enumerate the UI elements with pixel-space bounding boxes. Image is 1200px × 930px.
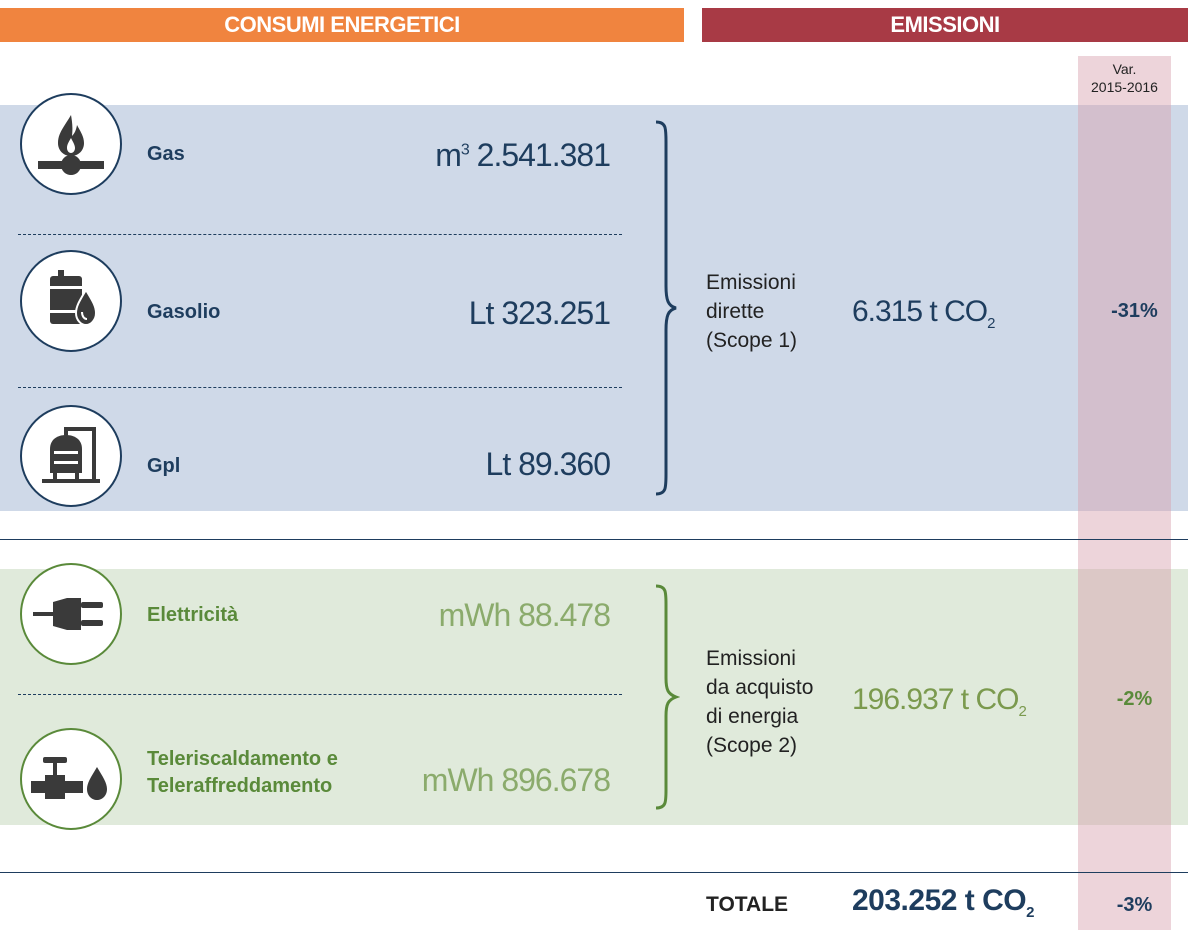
scope2-emission-label-line: Emissioni xyxy=(706,647,796,670)
gpl-value: Lt 89.360 xyxy=(485,446,611,482)
total-label: TOTALE xyxy=(706,893,789,916)
teleriscaldamento-label: Teleriscaldamento e Teleraffreddamento xyxy=(147,746,338,800)
scope2-brace xyxy=(655,584,680,810)
gasolio-label: Gasolio xyxy=(147,301,221,323)
gas-value: m3 2.541.381 xyxy=(435,137,611,173)
scope2-emission-label-line: (Scope 2) xyxy=(706,734,798,757)
consumi-header: CONSUMI ENERGETICI xyxy=(0,8,684,42)
variation-header-line1: Var. xyxy=(1112,61,1137,77)
gpl-label: Gpl xyxy=(147,455,181,477)
gas-label: Gas xyxy=(147,143,185,165)
total-value: 203.252 t CO2 xyxy=(852,884,1034,921)
dashed-divider xyxy=(18,387,622,388)
scope1-band xyxy=(0,105,1188,511)
emissioni-header: EMISSIONI xyxy=(702,8,1188,42)
teleriscaldamento-label-line: Teleriscaldamento e xyxy=(147,748,338,770)
electric-plug-icon xyxy=(20,563,122,665)
variation-header: Var. 2015-2016 xyxy=(1078,60,1171,96)
lpg-tank-icon xyxy=(20,405,122,507)
gas-flame-pipe-icon xyxy=(20,93,122,195)
teleriscaldamento-label-line: Teleraffreddamento xyxy=(147,775,333,797)
dashed-divider xyxy=(18,234,622,235)
gasolio-value: Lt 323.251 xyxy=(468,295,611,331)
dashed-divider xyxy=(18,694,622,695)
scope1-emission-label-line: dirette xyxy=(706,300,765,323)
total-variation: -3% xyxy=(1116,894,1153,916)
scope2-emission-label-line: di energia xyxy=(706,705,799,728)
valve-pipe-drop-icon xyxy=(20,728,122,830)
separator-line xyxy=(0,872,1188,873)
scope1-emission-label-line: Emissioni xyxy=(706,271,796,294)
variation-column xyxy=(1078,56,1171,930)
scope1-emission-label: Emissioni dirette (Scope 1) xyxy=(706,268,797,355)
scope1-emission-label-line: (Scope 1) xyxy=(706,329,798,352)
scope2-variation: -2% xyxy=(1116,688,1153,710)
scope1-brace xyxy=(655,120,677,496)
scope1-variation: -31% xyxy=(1111,300,1158,322)
teleriscaldamento-value: mWh 896.678 xyxy=(421,762,611,798)
scope2-band xyxy=(0,569,1188,825)
elettricita-label: Elettricità xyxy=(147,602,238,629)
elettricita-label-line: Elettricità xyxy=(147,604,239,626)
elettricita-value: mWh 88.478 xyxy=(438,597,611,633)
separator-line xyxy=(0,539,1188,540)
oil-barrel-drop-icon xyxy=(20,250,122,352)
variation-header-line2: 2015-2016 xyxy=(1091,79,1158,95)
scope2-emission-label: Emissioni da acquisto di energia (Scope … xyxy=(706,644,813,760)
scope2-emission-label-line: da acquisto xyxy=(706,676,814,699)
scope2-emission-value: 196.937 t CO2 xyxy=(852,683,1027,720)
scope1-emission-value: 6.315 t CO2 xyxy=(852,295,995,332)
